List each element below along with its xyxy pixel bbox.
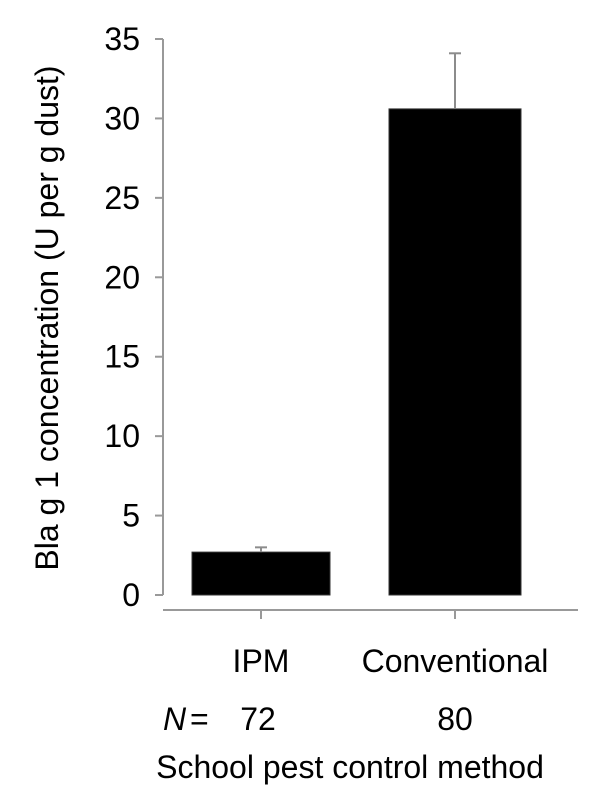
y-tick-label: 20 <box>104 259 140 295</box>
y-tick-label: 10 <box>104 418 140 454</box>
y-tick-label: 15 <box>104 339 140 375</box>
y-tick-label: 5 <box>122 498 140 534</box>
error-bars <box>255 52 461 553</box>
x-axis-ticks: IPM 72 Conventional 80 <box>233 610 549 737</box>
bar-conventional <box>388 108 522 596</box>
bar-ipm <box>191 551 331 596</box>
n-equals: = <box>190 701 209 737</box>
y-tick-label: 35 <box>104 21 140 57</box>
n-prefix: N <box>163 701 187 737</box>
x-category-label: IPM <box>233 643 290 679</box>
bars <box>191 108 522 596</box>
sample-size-label: 72 <box>240 701 276 737</box>
x-category-label: Conventional <box>362 643 549 679</box>
y-axis-ticks: 0 5 10 15 20 25 30 35 <box>104 21 163 613</box>
y-axis-title: Bla g 1 concentration (U per g dust) <box>29 65 65 570</box>
sample-size-label: 80 <box>437 701 473 737</box>
y-tick-label: 30 <box>104 100 140 136</box>
y-tick-label: 25 <box>104 180 140 216</box>
y-tick-label: 0 <box>122 577 140 613</box>
x-axis-title: School pest control method <box>156 749 544 785</box>
